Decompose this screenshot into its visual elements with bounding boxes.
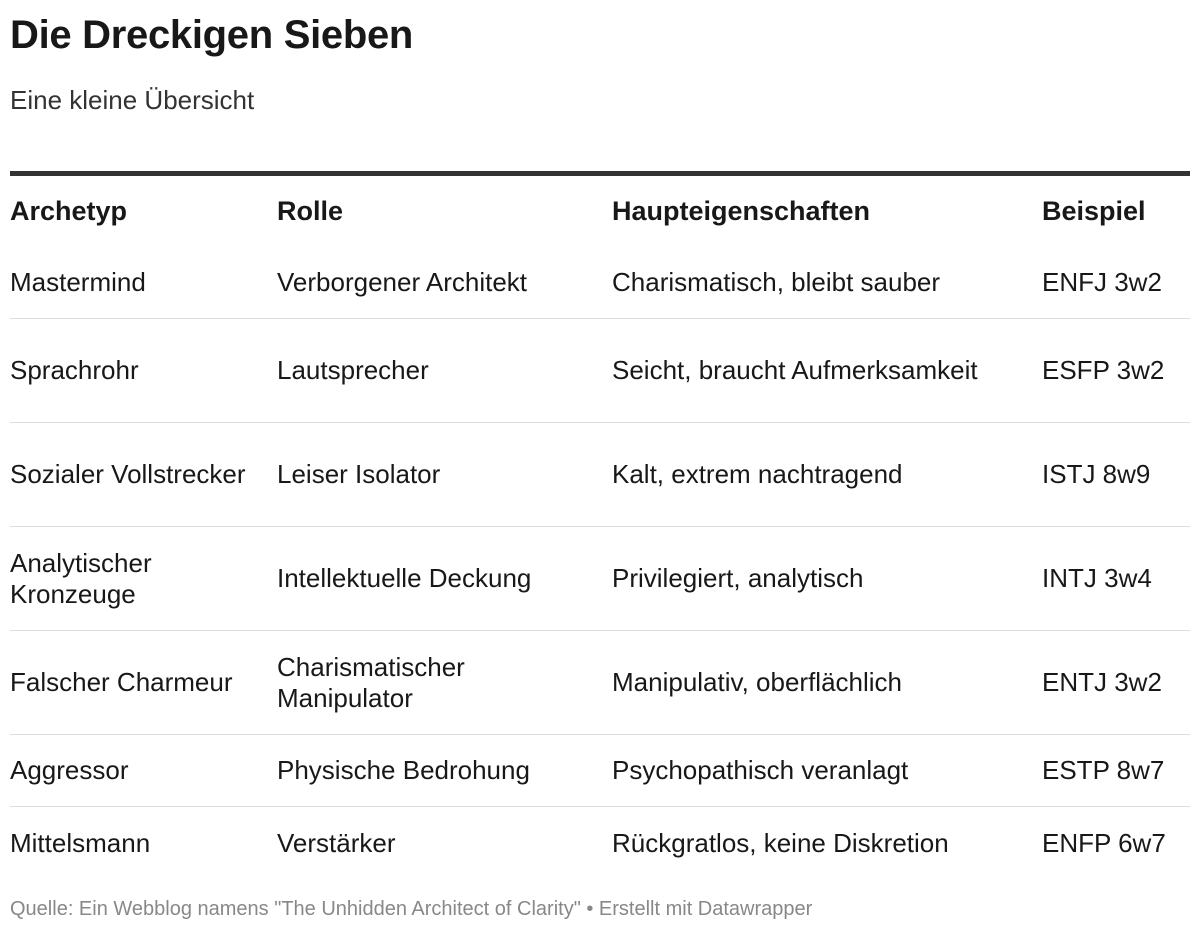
table-row: Analytischer Kronzeuge Intellektuelle De… bbox=[10, 526, 1190, 631]
cell-rolle: Leiser Isolator bbox=[277, 422, 612, 527]
cell-rolle: Lautsprecher bbox=[277, 318, 612, 423]
cell-archetyp: Analytischer Kronzeuge bbox=[10, 526, 277, 631]
cell-beispiel: ENTJ 3w2 bbox=[1042, 630, 1190, 735]
cell-haupteigenschaften: Manipulativ, oberflächlich bbox=[612, 630, 1042, 735]
cell-archetyp: Aggressor bbox=[10, 734, 277, 807]
table-row: Sprachrohr Lautsprecher Seicht, braucht … bbox=[10, 318, 1190, 423]
cell-archetyp: Mastermind bbox=[10, 246, 277, 319]
column-header-archetyp[interactable]: Archetyp bbox=[10, 195, 128, 226]
cell-beispiel: INTJ 3w4 bbox=[1042, 526, 1190, 631]
header-divider bbox=[10, 171, 1190, 176]
cell-rolle: Verborgener Architekt bbox=[277, 246, 612, 319]
cell-beispiel: ESFP 3w2 bbox=[1042, 318, 1190, 423]
table-row: Mittelsmann Verstärker Rückgratlos, kein… bbox=[10, 807, 1190, 881]
source-footer: Quelle: Ein Webblog namens "The Unhidden… bbox=[10, 898, 813, 920]
column-header-rolle[interactable]: Rolle bbox=[277, 195, 344, 226]
cell-haupteigenschaften: Seicht, braucht Aufmerksamkeit bbox=[612, 318, 1042, 423]
cell-beispiel: ENFJ 3w2 bbox=[1042, 246, 1190, 319]
cell-haupteigenschaften: Rückgratlos, keine Diskretion bbox=[612, 828, 949, 858]
table-header-row: Archetyp Rolle Haupteigenschaften Beispi… bbox=[10, 176, 1190, 246]
column-header-beispiel[interactable]: Beispiel bbox=[1042, 195, 1146, 226]
archetype-table: Archetyp Rolle Haupteigenschaften Beispi… bbox=[10, 176, 1190, 880]
cell-archetyp: Mittelsmann bbox=[10, 828, 151, 858]
table-row: Sozialer Vollstrecker Leiser Isolator Ka… bbox=[10, 422, 1190, 527]
cell-archetyp: Falscher Charmeur bbox=[10, 630, 277, 735]
cell-rolle: Intellektuelle Deckung bbox=[277, 526, 612, 631]
cell-rolle: Physische Bedrohung bbox=[277, 734, 612, 807]
cell-rolle: Verstärker bbox=[277, 828, 396, 858]
datawrapper-table-container: Die Dreckigen Sieben Eine kleine Übersic… bbox=[10, 0, 1190, 880]
cell-beispiel: ESTP 8w7 bbox=[1042, 734, 1190, 807]
cell-haupteigenschaften: Privilegiert, analytisch bbox=[612, 526, 1042, 631]
cell-haupteigenschaften: Kalt, extrem nachtragend bbox=[612, 422, 1042, 527]
table-row: Aggressor Physische Bedrohung Psychopath… bbox=[10, 734, 1190, 807]
cell-beispiel: ISTJ 8w9 bbox=[1042, 422, 1190, 527]
table-row: Mastermind Verborgener Architekt Charism… bbox=[10, 246, 1190, 319]
cell-beispiel: ENFP 6w7 bbox=[1042, 828, 1166, 858]
page-subtitle: Eine kleine Übersicht bbox=[10, 85, 255, 115]
cell-archetyp: Sprachrohr bbox=[10, 318, 277, 423]
table-row: Falscher Charmeur Charismatischer Manipu… bbox=[10, 630, 1190, 735]
cell-haupteigenschaften: Charismatisch, bleibt sauber bbox=[612, 246, 1042, 319]
column-header-haupteigenschaften[interactable]: Haupteigenschaften bbox=[612, 195, 871, 226]
cell-rolle: Charismatischer Manipulator bbox=[277, 630, 612, 735]
cell-haupteigenschaften: Psychopathisch veranlagt bbox=[612, 734, 1042, 807]
page-title: Die Dreckigen Sieben bbox=[10, 13, 414, 57]
cell-archetyp: Sozialer Vollstrecker bbox=[10, 422, 277, 527]
